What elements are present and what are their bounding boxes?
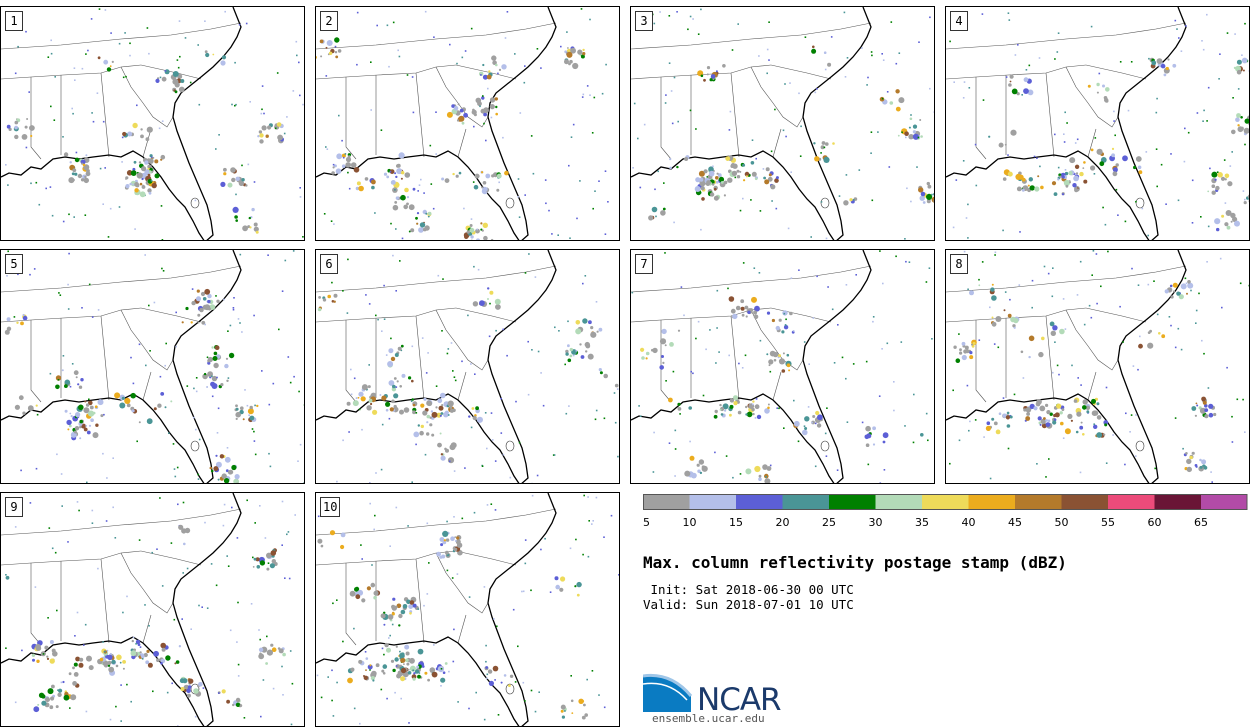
figure-title: Max. column reflectivity postage stamp (… — [643, 553, 1067, 572]
member-map — [1, 250, 304, 483]
colorbar-tick-label: 60 — [1148, 516, 1162, 529]
colorbar-bin — [1108, 494, 1155, 510]
colorbar-bin — [689, 494, 736, 510]
colorbar-tick-label: 65 — [1194, 516, 1208, 529]
ncar-wordmark: NCAR — [697, 682, 782, 718]
panel-number: 7 — [635, 254, 653, 274]
reflectivity-colorbar: 5 10 15 20 25 30 35 40 45 50 55 60 65 — [643, 494, 1248, 529]
panel-number: 3 — [635, 11, 653, 31]
member-map — [946, 250, 1249, 483]
colorbar-bin — [782, 494, 829, 510]
ensemble-member-panel-2: 2 — [315, 6, 620, 241]
colorbar-tick-label: 50 — [1055, 516, 1069, 529]
colorbar-tick-label: 35 — [915, 516, 929, 529]
ensemble-member-panel-1: 1 — [0, 6, 305, 241]
colorbar-bin — [968, 494, 1015, 510]
ensemble-member-panel-7: 7 — [630, 249, 935, 484]
colorbar-bin — [875, 494, 922, 510]
site-url: ensemble.ucar.edu — [652, 712, 765, 725]
ensemble-member-panel-5: 5 — [0, 249, 305, 484]
colorbar-tick-label: 30 — [869, 516, 883, 529]
member-map — [631, 7, 934, 240]
colorbar-tick-label: 25 — [822, 516, 836, 529]
panel-number: 5 — [5, 254, 23, 274]
panel-number: 2 — [320, 11, 338, 31]
init-time: Init: Sat 2018-06-30 00 UTC — [643, 582, 854, 597]
ensemble-member-panel-10: 10 — [315, 492, 620, 727]
member-map — [631, 250, 933, 483]
colorbar-bin — [736, 494, 783, 510]
ensemble-member-panel-9: 9 — [0, 492, 305, 727]
ensemble-member-panel-4: 4 — [945, 6, 1250, 241]
ensemble-member-panel-3: 3 — [630, 6, 935, 241]
member-map — [316, 250, 619, 483]
colorbar-bin — [922, 494, 969, 510]
colorbar-bin — [829, 494, 876, 510]
member-map — [946, 7, 1249, 240]
colorbar-bin — [1061, 494, 1108, 510]
member-map — [316, 493, 619, 726]
panel-number: 4 — [950, 11, 968, 31]
colorbar-tick-label: 55 — [1101, 516, 1115, 529]
member-map — [1, 493, 296, 726]
colorbar-bin — [1201, 494, 1248, 510]
member-map — [1, 7, 304, 240]
colorbar-bin — [1015, 494, 1062, 510]
colorbar-tick-label: 10 — [683, 516, 697, 529]
colorbar-bin — [643, 494, 690, 510]
ncar-logo-icon — [643, 673, 693, 712]
panel-number: 6 — [320, 254, 338, 274]
colorbar-tick-label: 20 — [776, 516, 790, 529]
panel-number: 8 — [950, 254, 968, 274]
colorbar-tick-label: 45 — [1008, 516, 1022, 529]
colorbar-tick-label: 15 — [729, 516, 743, 529]
colorbar-bin — [1154, 494, 1201, 510]
member-map — [316, 7, 609, 240]
ensemble-member-panel-8: 8 — [945, 249, 1250, 484]
colorbar-tick-label: 40 — [962, 516, 976, 529]
colorbar-tick-label: 5 — [643, 516, 650, 529]
ensemble-member-panel-6: 6 — [315, 249, 620, 484]
valid-time: Valid: Sun 2018-07-01 10 UTC — [643, 597, 854, 612]
panel-number: 1 — [5, 11, 23, 31]
panel-number: 10 — [320, 497, 341, 517]
panel-number: 9 — [5, 497, 23, 517]
